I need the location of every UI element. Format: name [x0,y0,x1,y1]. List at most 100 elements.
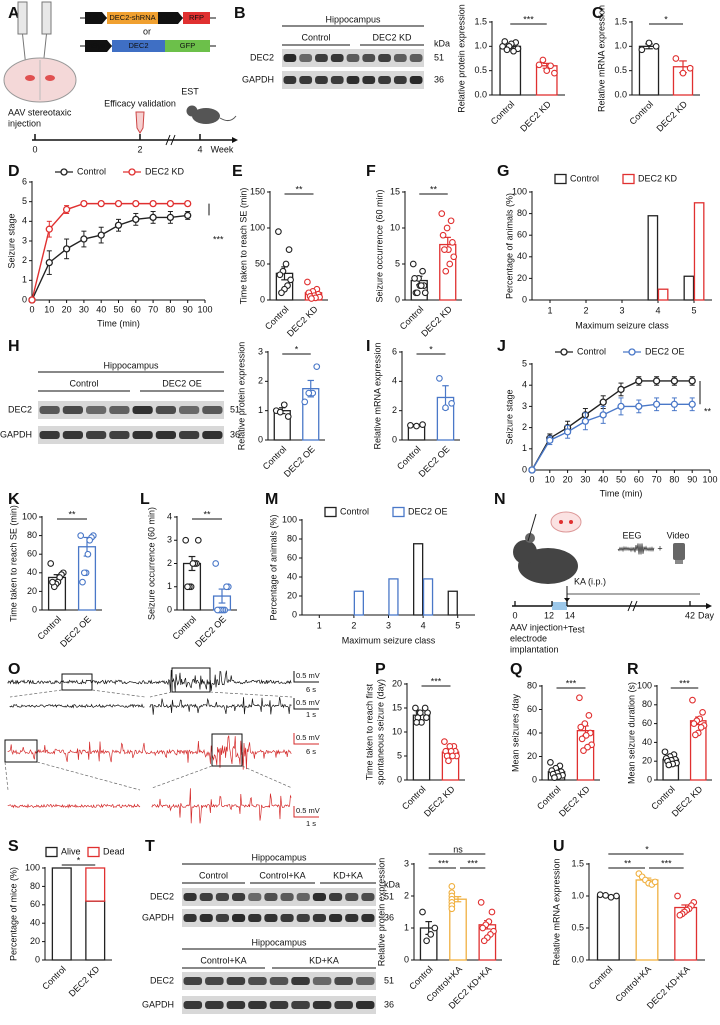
blot-weight-label: 51 [230,404,240,414]
legend-label: Control [570,173,599,183]
data-point [607,893,615,901]
x-axis-label: Time (min) [97,318,140,328]
y-tick-label: 0.0 [614,89,627,99]
x-tick-label: DEC2 KD [557,784,592,819]
x-tick-label: Control [395,444,423,472]
blot-band [269,1001,289,1009]
blot-band [345,893,359,901]
blot-band [39,406,60,414]
bar [683,275,695,301]
panel-letter: J [497,338,506,355]
timeline-label: 4 [197,144,202,154]
eeg-trace [9,703,145,709]
blot-band [199,893,213,901]
blot-band [299,76,313,84]
panel-letter: K [8,491,20,508]
y-tick-label: 20 [392,678,402,688]
y-tick-label: 50 [255,258,265,268]
timeline-arrow [706,603,712,609]
data-point [582,731,590,739]
data-point [79,578,86,586]
panel-letter: P [375,661,386,678]
data-point [62,245,71,253]
brain [550,511,582,533]
mouse-tail [219,115,237,122]
legend-marker [60,168,68,176]
test-window [552,602,567,610]
data-point [445,757,452,765]
y-tick-label: 4 [22,216,27,226]
data-point [690,720,698,727]
blot-weight-label: 51 [384,975,394,985]
timeline-label: 2 [137,144,142,154]
panel-letter: Q [510,661,522,678]
blot-unit: kDa [434,38,450,48]
blot-band [312,893,326,901]
timeline-break [627,600,638,612]
y-axis-label: Time taken to reach SE (min) [8,505,18,622]
y-tick-label: 0.5 [571,922,584,932]
y-tick-label: 60 [642,718,652,728]
blot-band [361,914,375,922]
legend-label: Dead [103,846,125,856]
y-tick-label: 0 [647,774,652,784]
bar [693,202,705,301]
gene [107,12,158,24]
y-tick-label: 80 [642,699,652,709]
timeline-break [165,134,176,146]
y-tick-label: 60 [517,230,527,240]
blot-band [329,893,343,901]
zoom-guide [151,765,213,789]
panel-letter: R [627,661,639,678]
legend-marker [128,168,136,176]
panel-letter: I [366,338,370,355]
data-point [413,422,420,430]
x-tick-label: 90 [687,474,697,484]
zoom-guide [91,689,146,698]
blot-band [132,406,153,414]
zoom-guide [149,691,173,698]
vector-part: DEC2 [128,41,148,50]
legend-label: Control [340,506,369,516]
blot-band [334,977,353,985]
data-point [276,271,284,279]
data-point [280,401,288,409]
panel-letter: M [265,491,278,508]
electrode-wire [527,513,537,542]
zoom-guide [9,689,63,698]
data-point [617,385,625,394]
y-tick-label: 0 [167,604,172,614]
legend-swatch [324,506,337,518]
y-tick-label: 0 [35,954,40,964]
blot-band [345,914,359,922]
data-point [423,714,430,721]
x-tick-label: 30 [79,304,89,314]
x-tick-label: 100 [197,304,212,314]
bar [447,590,458,616]
blot-weight-label: 36 [384,999,394,1009]
timeline-arrow [232,137,238,143]
data-point [480,937,488,945]
panel-letter: C [592,5,604,22]
significance-label: * [645,844,649,854]
data-point [442,267,450,275]
y-tick-label: 80 [287,533,297,543]
panel-letter: T [145,838,155,855]
data-point [596,891,604,899]
mouse-head [186,105,198,117]
y-tick-label: 3 [22,235,27,245]
data-point [308,295,315,302]
blot-band [296,893,310,901]
data-point [132,215,140,224]
data-point [411,275,418,282]
blot-band [248,977,267,985]
recording-label: + [657,543,662,553]
x-tick-label: 40 [96,304,106,314]
data-point [450,253,458,261]
significance-label: *** [566,678,577,688]
y-axis-label: Relative mRNA expression [596,5,606,112]
data-point [686,64,694,72]
data-point [409,260,417,268]
eeg-trace [151,788,292,824]
x-tick-label: 10 [545,474,555,484]
